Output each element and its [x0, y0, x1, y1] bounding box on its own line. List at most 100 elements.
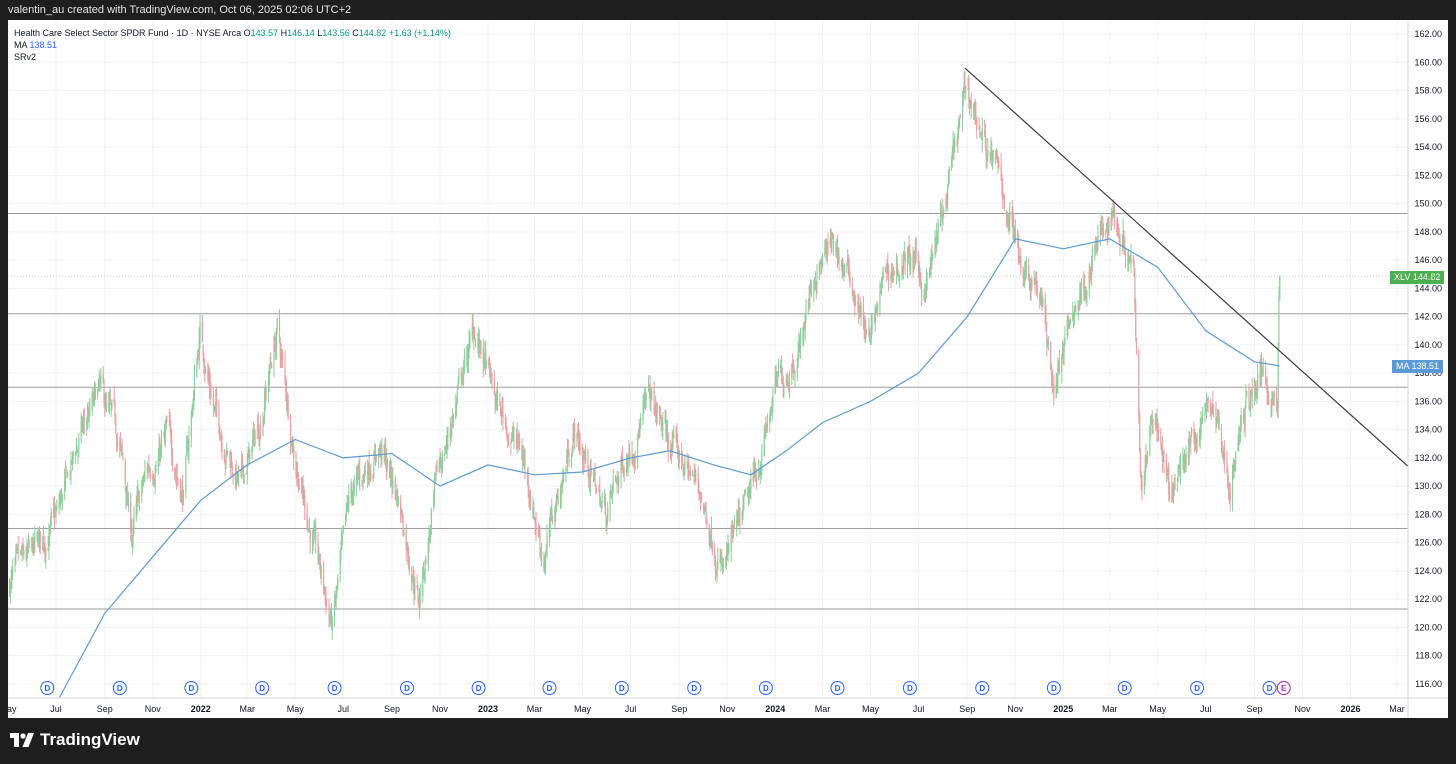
candle-body: [405, 530, 407, 550]
candle-body: [1165, 460, 1168, 477]
candle-body: [367, 470, 369, 480]
candle-body: [1013, 237, 1016, 241]
y-tick-label: 140.00: [1414, 340, 1442, 350]
candle-body: [529, 494, 531, 503]
candle-body: [225, 452, 227, 464]
candle-body: [1187, 450, 1190, 458]
candle-body: [755, 477, 757, 483]
candle-body: [400, 511, 403, 514]
candle-body: [517, 433, 519, 441]
candle-body: [1066, 321, 1068, 336]
candle-body: [796, 365, 798, 374]
candle-body: [1161, 443, 1163, 445]
legend-ma-row[interactable]: MA 138.51: [14, 39, 451, 51]
tradingview-logo[interactable]: TradingView: [10, 730, 140, 750]
grid: [8, 20, 1408, 698]
candle-body: [891, 269, 894, 277]
candle-body: [755, 473, 757, 479]
candle-body: [1253, 390, 1256, 403]
candle-body: [1227, 483, 1230, 488]
candle-body: [237, 473, 240, 477]
candle-body: [212, 396, 214, 408]
candle-body: [113, 397, 115, 403]
candle-body: [989, 152, 991, 154]
candle-body: [666, 430, 668, 434]
candle-body: [193, 377, 196, 394]
legend-indicator-row[interactable]: SRv2: [14, 51, 451, 63]
x-tick-label: 2026: [1341, 704, 1361, 714]
candle-body: [75, 450, 78, 455]
candle-body: [243, 474, 245, 478]
candle-body: [573, 424, 575, 434]
candle-body: [103, 381, 105, 400]
candle-body: [785, 380, 787, 383]
candle-body: [185, 457, 187, 492]
candle-body: [739, 513, 741, 524]
candle-body: [1068, 321, 1070, 329]
candle-body: [25, 553, 27, 559]
candle-body: [1173, 481, 1175, 492]
x-tick-label: Jul: [50, 704, 62, 714]
candle-body: [596, 490, 598, 492]
candle-body: [53, 508, 56, 518]
candle-body: [984, 131, 986, 134]
candle-body: [1112, 210, 1114, 218]
candle-body: [578, 440, 580, 445]
candle-body: [763, 432, 765, 457]
candle-body: [595, 484, 597, 492]
candle-body: [915, 243, 917, 254]
candle-body: [71, 453, 74, 459]
candle-body: [240, 469, 242, 474]
candle-body: [582, 457, 584, 463]
candle-body: [337, 578, 339, 585]
candle-body: [974, 101, 976, 114]
candle-body: [392, 479, 394, 489]
candle-body: [502, 408, 504, 419]
candle-body: [165, 422, 167, 428]
y-tick-label: 122.00: [1414, 594, 1442, 604]
x-tick-label: 2024: [765, 704, 785, 714]
candle-body: [840, 264, 842, 267]
candle-body: [273, 344, 275, 367]
candle-body: [825, 245, 827, 252]
candle-body: [1207, 399, 1209, 404]
candle-body: [1235, 454, 1237, 464]
candle-body: [644, 394, 646, 402]
candle-body: [49, 518, 52, 529]
candle-body: [769, 416, 771, 422]
open-value: 143.57: [250, 28, 279, 38]
earnings-marker-label: E: [1281, 684, 1287, 693]
candle-body: [182, 491, 185, 506]
dividend-marker: [471, 681, 486, 695]
candle-body: [319, 564, 322, 572]
candle-body: [555, 508, 557, 512]
candle-body: [275, 329, 277, 349]
indicator-name: SRv2: [14, 52, 37, 62]
candle-body: [854, 305, 857, 306]
candle-body: [689, 471, 691, 476]
candle-body: [744, 489, 746, 495]
candle-body: [1220, 427, 1223, 444]
candle-body: [135, 504, 137, 518]
symbol-tag-value: 144.82: [1412, 271, 1441, 282]
candle-body: [86, 421, 88, 425]
candle-body: [935, 238, 937, 248]
candle-body: [836, 247, 838, 250]
candle-body: [1096, 242, 1098, 244]
candle-body: [457, 381, 459, 389]
candle-body: [221, 442, 223, 452]
candle-body: [984, 130, 987, 147]
candle-body: [948, 168, 950, 176]
candle-body: [1149, 427, 1151, 455]
candle-body: [686, 462, 688, 466]
candle-body: [647, 383, 650, 391]
candle-body: [209, 383, 211, 396]
candle-body: [1250, 390, 1252, 407]
candle-body: [1152, 418, 1154, 423]
candle-body: [965, 85, 967, 88]
candle-body: [160, 447, 162, 455]
candle-body: [42, 533, 45, 544]
dividend-marker: [255, 681, 270, 695]
